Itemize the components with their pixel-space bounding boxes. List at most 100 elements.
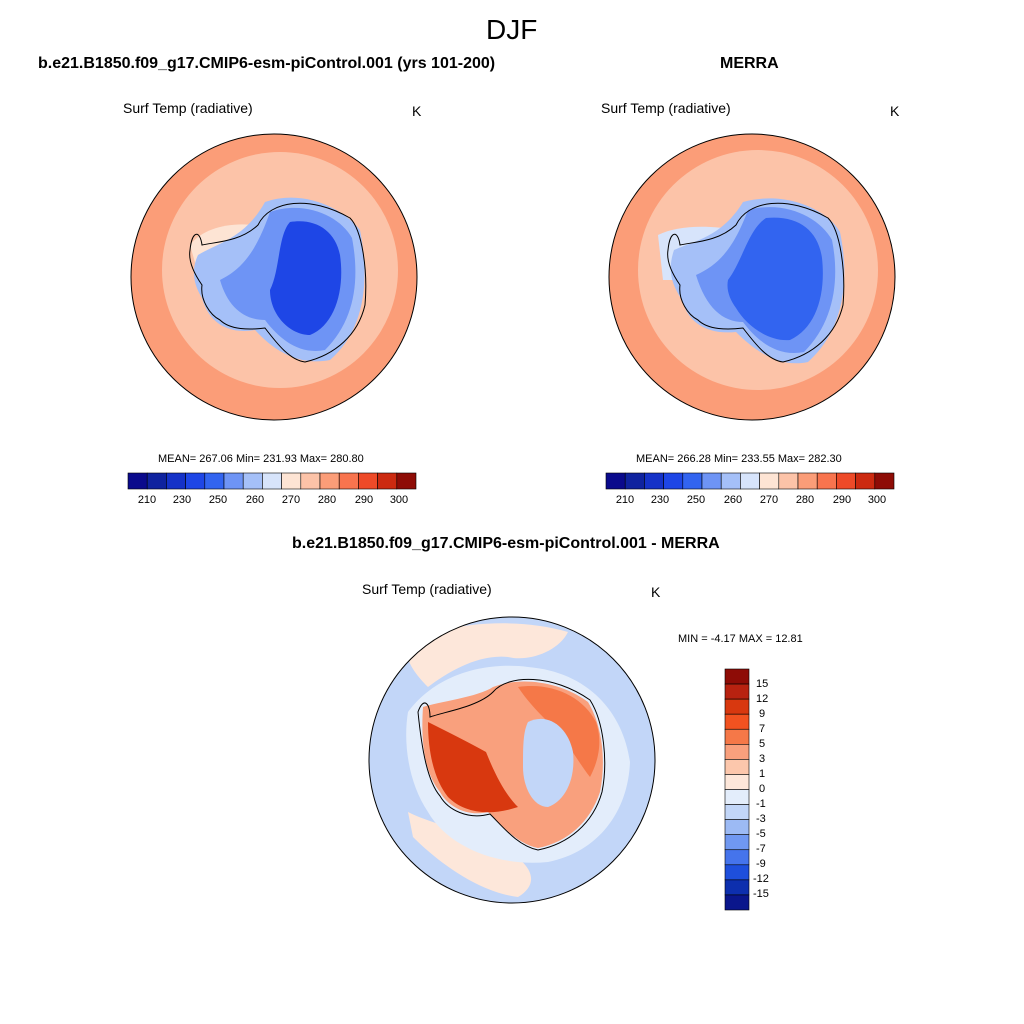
diff-variable-label: Surf Temp (radiative) bbox=[362, 581, 492, 597]
obs-panel-title: MERRA bbox=[720, 55, 779, 72]
obs-colorbar-swatch-9 bbox=[778, 472, 799, 490]
obs-colorbar-swatch-8 bbox=[759, 472, 780, 490]
diff-tick-15: 15 bbox=[756, 678, 769, 690]
obs-colorbar bbox=[605, 472, 895, 490]
diff-colorbar-swatch-1 bbox=[724, 683, 750, 700]
model-colorbar-swatch-4 bbox=[204, 472, 225, 490]
diff-colorbar-swatch-5 bbox=[724, 744, 750, 760]
obs-tick-280: 280 bbox=[795, 494, 815, 506]
diff-colorbar-swatch-8 bbox=[724, 789, 750, 805]
model-stats: MEAN= 267.06 Min= 231.93 Max= 280.80 bbox=[158, 453, 364, 465]
diff-tick-3: 3 bbox=[759, 753, 766, 765]
model-colorbar-swatch-10 bbox=[319, 472, 340, 490]
obs-colorbar-swatch-13 bbox=[855, 472, 876, 490]
obs-colorbar-swatch-0 bbox=[605, 472, 626, 490]
obs-colorbar-swatch-2 bbox=[644, 472, 664, 490]
diff-tick-neg7: -7 bbox=[756, 843, 766, 855]
model-colorbar-swatch-9 bbox=[300, 472, 321, 490]
model-tick-210: 210 bbox=[137, 494, 157, 506]
diff-colorbar-swatch-13 bbox=[724, 864, 750, 881]
model-colorbar-swatch-11 bbox=[338, 472, 359, 490]
diff-tick-neg9: -9 bbox=[756, 858, 766, 870]
diff-colorbar bbox=[724, 668, 750, 911]
diff-colorbar-swatch-0 bbox=[724, 668, 750, 685]
obs-colorbar-swatch-14 bbox=[874, 472, 895, 490]
obs-tick-260: 260 bbox=[723, 494, 743, 506]
diff-colorbar-swatch-6 bbox=[724, 759, 750, 775]
obs-colorbar-swatch-10 bbox=[797, 472, 818, 490]
model-colorbar-swatch-5 bbox=[223, 472, 244, 490]
obs-colorbar-swatch-6 bbox=[720, 472, 741, 490]
model-colorbar-swatch-0 bbox=[127, 472, 148, 490]
obs-tick-300: 300 bbox=[867, 494, 887, 506]
obs-tick-230: 230 bbox=[650, 494, 670, 506]
diff-tick-0: 0 bbox=[759, 783, 766, 795]
diff-units-label: K bbox=[651, 584, 661, 600]
model-tick-250: 250 bbox=[208, 494, 228, 506]
model-variable-label: Surf Temp (radiative) bbox=[123, 100, 253, 116]
model-polar-map bbox=[130, 133, 418, 421]
diff-coastline bbox=[417, 678, 606, 851]
diff-colorbar-swatch-11 bbox=[724, 834, 750, 851]
model-ice-core bbox=[270, 221, 342, 335]
model-colorbar-swatch-13 bbox=[377, 472, 398, 490]
diff-tick-neg5: -5 bbox=[756, 828, 766, 840]
model-tick-300: 300 bbox=[389, 494, 409, 506]
model-colorbar-swatch-1 bbox=[146, 472, 167, 490]
obs-colorbar-swatch-5 bbox=[701, 472, 722, 490]
obs-colorbar-swatches bbox=[605, 472, 895, 490]
diff-panel-title: b.e21.B1850.f09_g17.CMIP6-esm-piControl.… bbox=[292, 535, 720, 552]
model-colorbar-swatch-7 bbox=[262, 472, 282, 490]
figure-title: DJF bbox=[486, 14, 538, 45]
model-colorbar bbox=[127, 472, 417, 490]
obs-coastline bbox=[667, 202, 845, 363]
diff-continent-hot bbox=[428, 722, 518, 813]
obs-colorbar-swatch-3 bbox=[663, 472, 684, 490]
obs-colorbar-swatch-1 bbox=[624, 472, 645, 490]
obs-tick-270: 270 bbox=[759, 494, 779, 506]
diff-tick-neg15: -15 bbox=[753, 888, 769, 900]
diff-colorbar-swatch-3 bbox=[724, 713, 750, 730]
diff-colorbar-swatch-15 bbox=[724, 894, 750, 911]
diff-tick-7: 7 bbox=[759, 723, 766, 735]
diff-colorbar-swatch-14 bbox=[724, 879, 750, 896]
obs-tick-290: 290 bbox=[832, 494, 852, 506]
diff-tick-1: 1 bbox=[759, 768, 766, 780]
diff-colorbar-swatch-10 bbox=[724, 819, 750, 835]
diff-tick-12: 12 bbox=[756, 693, 769, 705]
model-tick-230: 230 bbox=[172, 494, 192, 506]
model-coastline bbox=[189, 202, 367, 363]
obs-variable-label: Surf Temp (radiative) bbox=[601, 100, 731, 116]
model-colorbar-swatch-2 bbox=[166, 472, 186, 490]
obs-stats: MEAN= 266.28 Min= 233.55 Max= 282.30 bbox=[636, 453, 842, 465]
model-colorbar-swatch-8 bbox=[281, 472, 302, 490]
obs-colorbar-swatch-11 bbox=[816, 472, 837, 490]
diff-colorbar-swatch-7 bbox=[724, 774, 750, 790]
model-panel-title: b.e21.B1850.f09_g17.CMIP6-esm-piControl.… bbox=[38, 55, 496, 72]
obs-polar-map bbox=[608, 133, 896, 421]
obs-colorbar-swatch-12 bbox=[836, 472, 856, 490]
diff-colorbar-swatch-12 bbox=[724, 849, 750, 866]
obs-colorbar-swatch-4 bbox=[682, 472, 703, 490]
model-colorbar-swatch-12 bbox=[358, 472, 378, 490]
model-units-label: K bbox=[412, 103, 422, 119]
model-tick-270: 270 bbox=[281, 494, 301, 506]
diff-warm-ocean-patch-s bbox=[408, 812, 532, 897]
diff-colorbar-swatch-9 bbox=[724, 804, 750, 820]
diff-tick-neg3: -3 bbox=[756, 813, 766, 825]
model-tick-280: 280 bbox=[317, 494, 337, 506]
diff-tick-neg12: -12 bbox=[753, 873, 769, 885]
obs-units-label: K bbox=[890, 103, 900, 119]
model-colorbar-swatch-3 bbox=[185, 472, 206, 490]
model-tick-290: 290 bbox=[354, 494, 374, 506]
obs-colorbar-swatch-7 bbox=[740, 472, 760, 490]
model-colorbar-swatch-6 bbox=[242, 472, 263, 490]
diff-tick-9: 9 bbox=[759, 708, 766, 720]
diff-warm-ocean-patch-n bbox=[406, 623, 568, 687]
diff-polar-map bbox=[368, 616, 656, 904]
diff-colorbar-swatch-4 bbox=[724, 728, 750, 745]
diff-tick-neg1: -1 bbox=[756, 798, 766, 810]
diff-colorbar-swatch-2 bbox=[724, 698, 750, 715]
model-colorbar-swatch-14 bbox=[396, 472, 417, 490]
diff-stats: MIN = -4.17 MAX = 12.81 bbox=[678, 633, 803, 645]
